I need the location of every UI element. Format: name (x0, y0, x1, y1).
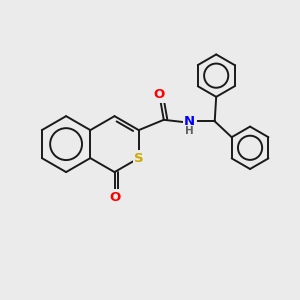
Text: N: N (184, 115, 195, 128)
Text: O: O (154, 88, 165, 101)
Text: O: O (109, 190, 120, 204)
Text: S: S (134, 152, 144, 165)
Text: H: H (185, 126, 194, 136)
